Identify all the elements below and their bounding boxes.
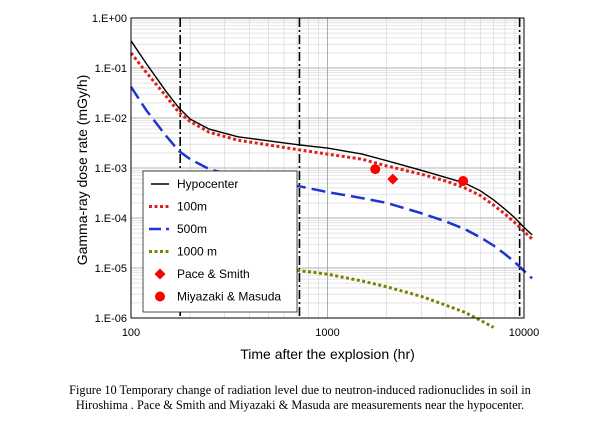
series-line-100m [129,51,534,241]
legend: Hypocenter 100m 500m 1000 m Pace & Smith Miya… [149,177,281,304]
legend-label: 1000 m [177,245,217,259]
x-tick-labels: 100 1000 10000 [122,327,539,339]
legend-label: 500m [177,222,207,236]
y-tick-label: 1.E+00 [92,13,127,25]
y-tick-label: 1.E-06 [95,313,127,325]
series-layer [129,40,534,329]
caption-line-1: Figure 10 Temporary change of radiation … [69,383,531,397]
series-line-hypocenter [130,40,533,236]
figure-caption: Figure 10 Temporary change of radiation … [0,383,600,413]
series-line-1000-m [296,268,495,329]
plot-frame [130,17,525,319]
x-axis-title: Time after the explosion (hr) [240,346,415,362]
data-point-pace-smith [387,173,399,185]
measurement-points [370,164,469,186]
x-tick-label: 100 [122,327,140,339]
legend-marker [154,268,166,280]
caption-line-2: Hiroshima . Pace & Smith and Miyazaki & … [75,398,525,412]
legend-box [142,170,298,313]
y-axis-title: Gamma-ray dose rate (mGy/h) [74,75,90,266]
data-point-miyazaki-masuda [458,175,469,186]
legend-label: Miyazaki & Masuda [177,290,281,304]
series-line-500m [129,86,533,280]
y-tick-label: 1.E-05 [95,263,127,275]
legend-marker [155,291,165,302]
y-tick-label: 1.E-03 [95,163,127,175]
x-tick-label: 10000 [509,327,540,339]
x-tick-label: 1000 [315,327,339,339]
legend-label: 100m [177,200,207,214]
y-tick-label: 1.E-01 [95,63,127,75]
y-tick-label: 1.E-02 [95,113,127,125]
data-point-miyazaki-masuda [370,164,381,175]
legend-label: Pace & Smith [177,267,250,281]
y-tick-labels: 1.E+00 1.E-01 1.E-02 1.E-03 1.E-04 1.E-05 1.E-… [92,13,127,325]
chart-figure: Hypocenter 100m 500m 1000 m Pace & Smith Miya… [74,13,539,362]
y-tick-label: 1.E-04 [95,213,127,225]
legend-label: Hypocenter [177,177,238,191]
